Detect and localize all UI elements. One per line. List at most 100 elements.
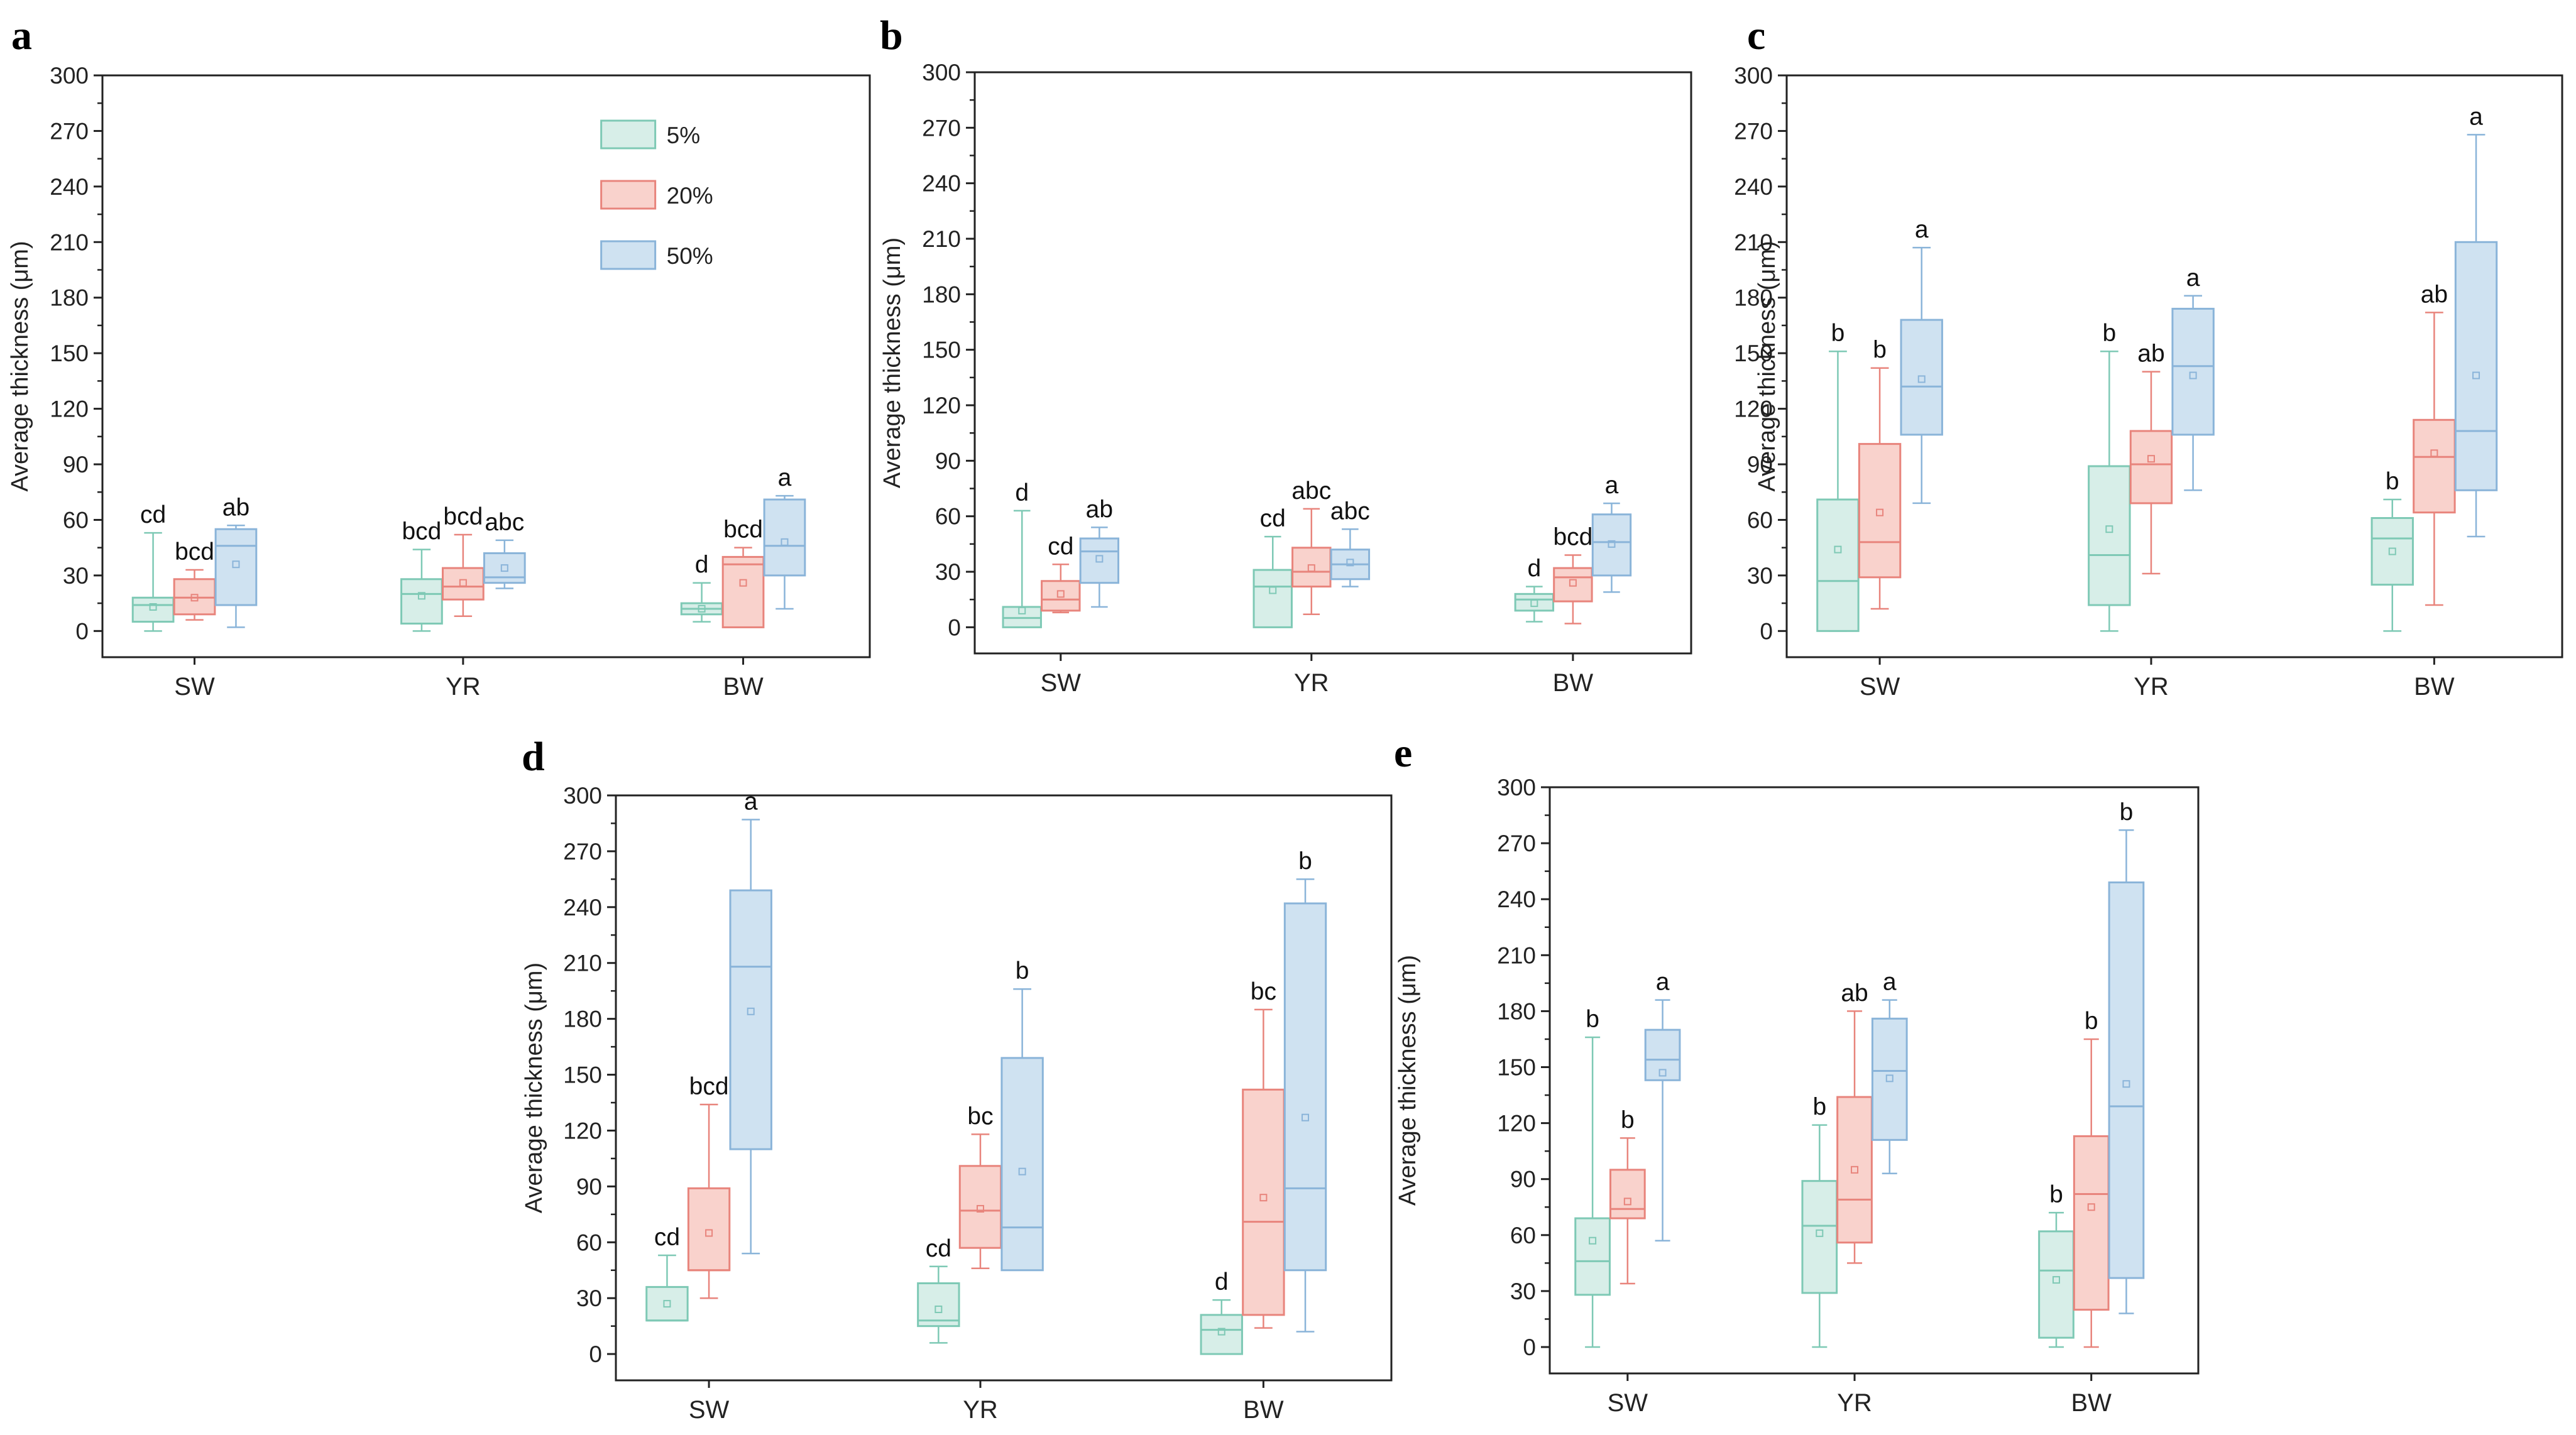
y-tick-label: 300 — [922, 60, 961, 85]
mean-marker — [1569, 579, 1577, 587]
significance-label: bcd — [175, 538, 214, 565]
significance-label: a — [1605, 472, 1619, 499]
y-tick-label: 210 — [563, 951, 602, 976]
significance-label: d — [1215, 1269, 1229, 1296]
y-tick-label: 270 — [563, 839, 602, 865]
y-tick-label: 150 — [563, 1062, 602, 1088]
legend-swatch — [600, 119, 657, 150]
y-tick-label: 180 — [1497, 998, 1536, 1024]
y-tick-label: 120 — [922, 393, 961, 418]
iqr-box — [1291, 547, 1332, 588]
significance-label: a — [2186, 265, 2200, 292]
panel-b: b 0 30 60 90 120 150 180 210 240 270 300 Average thi… — [879, 13, 1692, 697]
y-axis-label: Average thickness (μm) — [1395, 955, 1421, 1206]
significance-label: a — [1915, 216, 1929, 243]
x-category-label: BW — [723, 673, 764, 701]
significance-label: b — [2386, 468, 2399, 495]
box-20pct-BW: bcd — [721, 516, 765, 628]
significance-label: abc — [1291, 477, 1331, 505]
x-category-label: YR — [446, 673, 481, 701]
y-tick-label: 90 — [1510, 1167, 1536, 1192]
y-tick-label: 300 — [1734, 63, 1773, 89]
panel-letter: e — [1394, 730, 1412, 776]
significance-label: b — [1586, 1006, 1599, 1033]
significance-label: bcd — [1553, 524, 1592, 551]
iqr-box — [2073, 1135, 2110, 1311]
significance-label: d — [1015, 479, 1029, 506]
mean-marker — [1307, 564, 1315, 572]
significance-label: cd — [1260, 505, 1286, 532]
y-tick-label: 240 — [563, 895, 602, 920]
significance-label: cd — [654, 1224, 680, 1251]
significance-label: b — [1831, 320, 1845, 347]
mean-marker — [417, 592, 425, 600]
iqr-box — [917, 1282, 960, 1328]
iqr-box — [2129, 430, 2173, 505]
box-5pct-SW: d — [1002, 479, 1042, 628]
legend-label: 20% — [667, 183, 713, 209]
y-tick-label: 240 — [1497, 887, 1536, 912]
mean-marker — [2189, 371, 2197, 379]
mean-marker — [190, 594, 199, 602]
x-category-label: YR — [1294, 669, 1329, 697]
iqr-box — [763, 498, 806, 577]
significance-label: abc — [485, 509, 524, 536]
y-tick-label: 270 — [1497, 831, 1536, 856]
iqr-box — [958, 1165, 1002, 1249]
y-tick-label: 30 — [1747, 563, 1773, 589]
iqr-box — [1900, 319, 1943, 436]
box-20pct-SW: b — [1609, 1106, 1646, 1285]
mean-marker — [2472, 371, 2480, 379]
panel-d: d 0 30 60 90 120 150 180 210 240 270 300 Average thi… — [521, 734, 1393, 1424]
box-5pct-BW: d — [1514, 555, 1555, 623]
y-tick-label: 120 — [1734, 396, 1773, 422]
box-5pct-YR: b — [2088, 320, 2131, 632]
significance-label: b — [1812, 1094, 1826, 1121]
mean-marker — [1589, 1236, 1597, 1245]
box-50pct-BW: a — [2454, 103, 2498, 538]
y-tick-label: 300 — [50, 63, 89, 89]
y-tick-label: 270 — [50, 118, 89, 144]
legend-swatch — [600, 180, 657, 210]
iqr-box — [1871, 1017, 1908, 1141]
mean-marker — [1876, 508, 1884, 516]
panel-a: a 0 30 60 90 120 150 180 210 240 270 300 Average thi… — [7, 13, 871, 701]
plot-frame — [615, 794, 1393, 1382]
iqr-box — [1858, 443, 1902, 579]
significance-label: cd — [1048, 533, 1073, 560]
significance-label: ab — [2137, 341, 2164, 368]
y-tick-label: 0 — [948, 614, 961, 640]
box-5pct-SW: cd — [645, 1224, 689, 1322]
significance-label: b — [1621, 1106, 1635, 1133]
x-category-label: YR — [1837, 1389, 1872, 1417]
box-20pct-YR: ab — [1836, 979, 1873, 1264]
mean-marker — [1623, 1198, 1631, 1206]
y-tick-label: 180 — [1734, 285, 1773, 311]
mean-marker — [2122, 1080, 2130, 1088]
iqr-box — [1242, 1088, 1285, 1316]
iqr-box — [1041, 580, 1081, 612]
box-20pct-SW: bcd — [173, 538, 216, 621]
box-20pct-BW: ab — [2413, 281, 2456, 606]
x-category-label: BW — [1553, 669, 1594, 697]
significance-label: b — [1873, 337, 1887, 364]
significance-label: d — [1527, 555, 1541, 582]
significance-label: a — [778, 464, 792, 491]
x-category-label: SW — [174, 673, 215, 701]
significance-label: bc — [1251, 978, 1276, 1005]
x-category-label: YR — [963, 1396, 998, 1424]
mean-marker — [500, 564, 508, 572]
y-tick-label: 150 — [1734, 341, 1773, 366]
mean-marker — [459, 579, 467, 587]
significance-label: cd — [140, 501, 166, 528]
mean-marker — [1095, 555, 1104, 563]
significance-label: bcd — [402, 518, 441, 545]
y-tick-label: 270 — [1734, 118, 1773, 144]
box-5pct-BW: b — [2370, 468, 2414, 632]
box-5pct-SW: cd — [131, 501, 175, 632]
mean-marker — [1530, 599, 1538, 608]
y-tick-label: 0 — [589, 1341, 602, 1367]
y-tick-label: 60 — [1747, 507, 1773, 533]
mean-marker — [2147, 455, 2155, 463]
box-5pct-SW: b — [1574, 1006, 1611, 1348]
